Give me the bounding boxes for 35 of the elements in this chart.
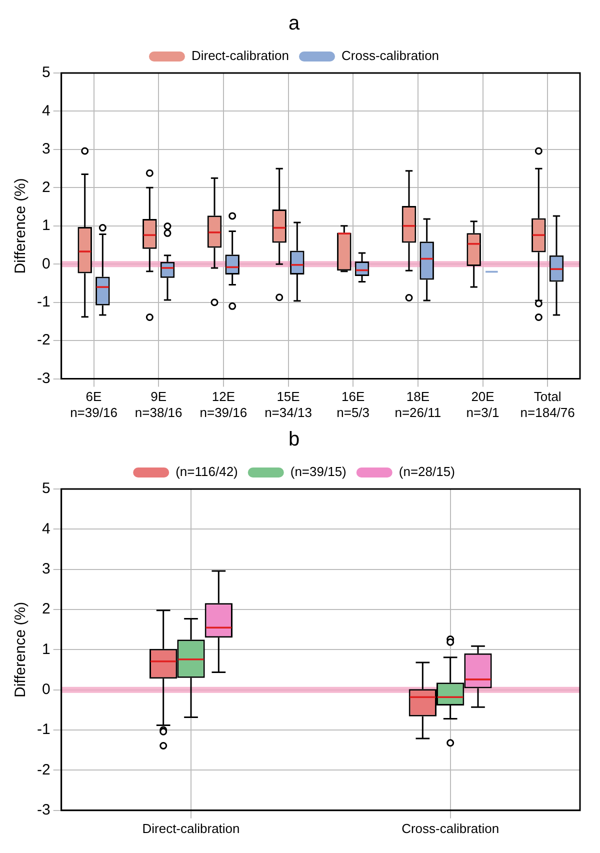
y-axis-title: Difference (%) (12, 602, 30, 698)
y-tick-label: 0 (42, 681, 50, 698)
y-tick-label: -1 (36, 721, 50, 738)
x-tick-label: 12E n=39/16 (200, 389, 248, 420)
y-tick-label: 1 (42, 640, 50, 658)
y-tick-label: -3 (36, 370, 50, 387)
y-tick-label: 2 (42, 600, 50, 618)
y-axis-title: Difference (%) (12, 178, 30, 274)
y-tick-label: -3 (36, 802, 50, 819)
legend-label: Direct-calibration (191, 48, 290, 64)
x-tick-label: 16E n=5/3 (336, 389, 370, 420)
y-tick-label: 5 (42, 480, 50, 498)
x-tick-label: 15E n=34/13 (264, 389, 312, 420)
y-tick-label: 2 (42, 178, 50, 196)
y-tick-label: 5 (42, 64, 50, 82)
x-tick-label: Total n=184/76 (520, 389, 575, 420)
x-tick-label: 20E n=3/1 (466, 389, 500, 420)
x-tick-label: 18E n=26/11 (394, 389, 442, 420)
y-tick-label: -1 (36, 293, 50, 310)
chart-title: a (288, 12, 300, 35)
y-tick-label: 0 (42, 255, 50, 272)
y-tick-label: 3 (42, 560, 50, 578)
chart-title: b (288, 428, 300, 451)
legend-label: Cross-calibration (342, 48, 440, 64)
y-tick-label: 3 (42, 140, 50, 158)
y-tick-label: 1 (42, 217, 50, 234)
y-tick-label: -2 (36, 761, 50, 778)
legend-label: (n=39/15) (290, 464, 346, 480)
y-tick-label: 4 (42, 102, 50, 120)
y-tick-label: 4 (42, 520, 50, 538)
legend-label: (n=28/15) (398, 464, 455, 480)
x-tick-label: 6E n=39/16 (70, 389, 118, 420)
y-tick-label: -2 (36, 332, 50, 349)
legend-label: (n=116/42) (176, 464, 238, 480)
x-tick-label: 9E n=38/16 (134, 389, 182, 420)
